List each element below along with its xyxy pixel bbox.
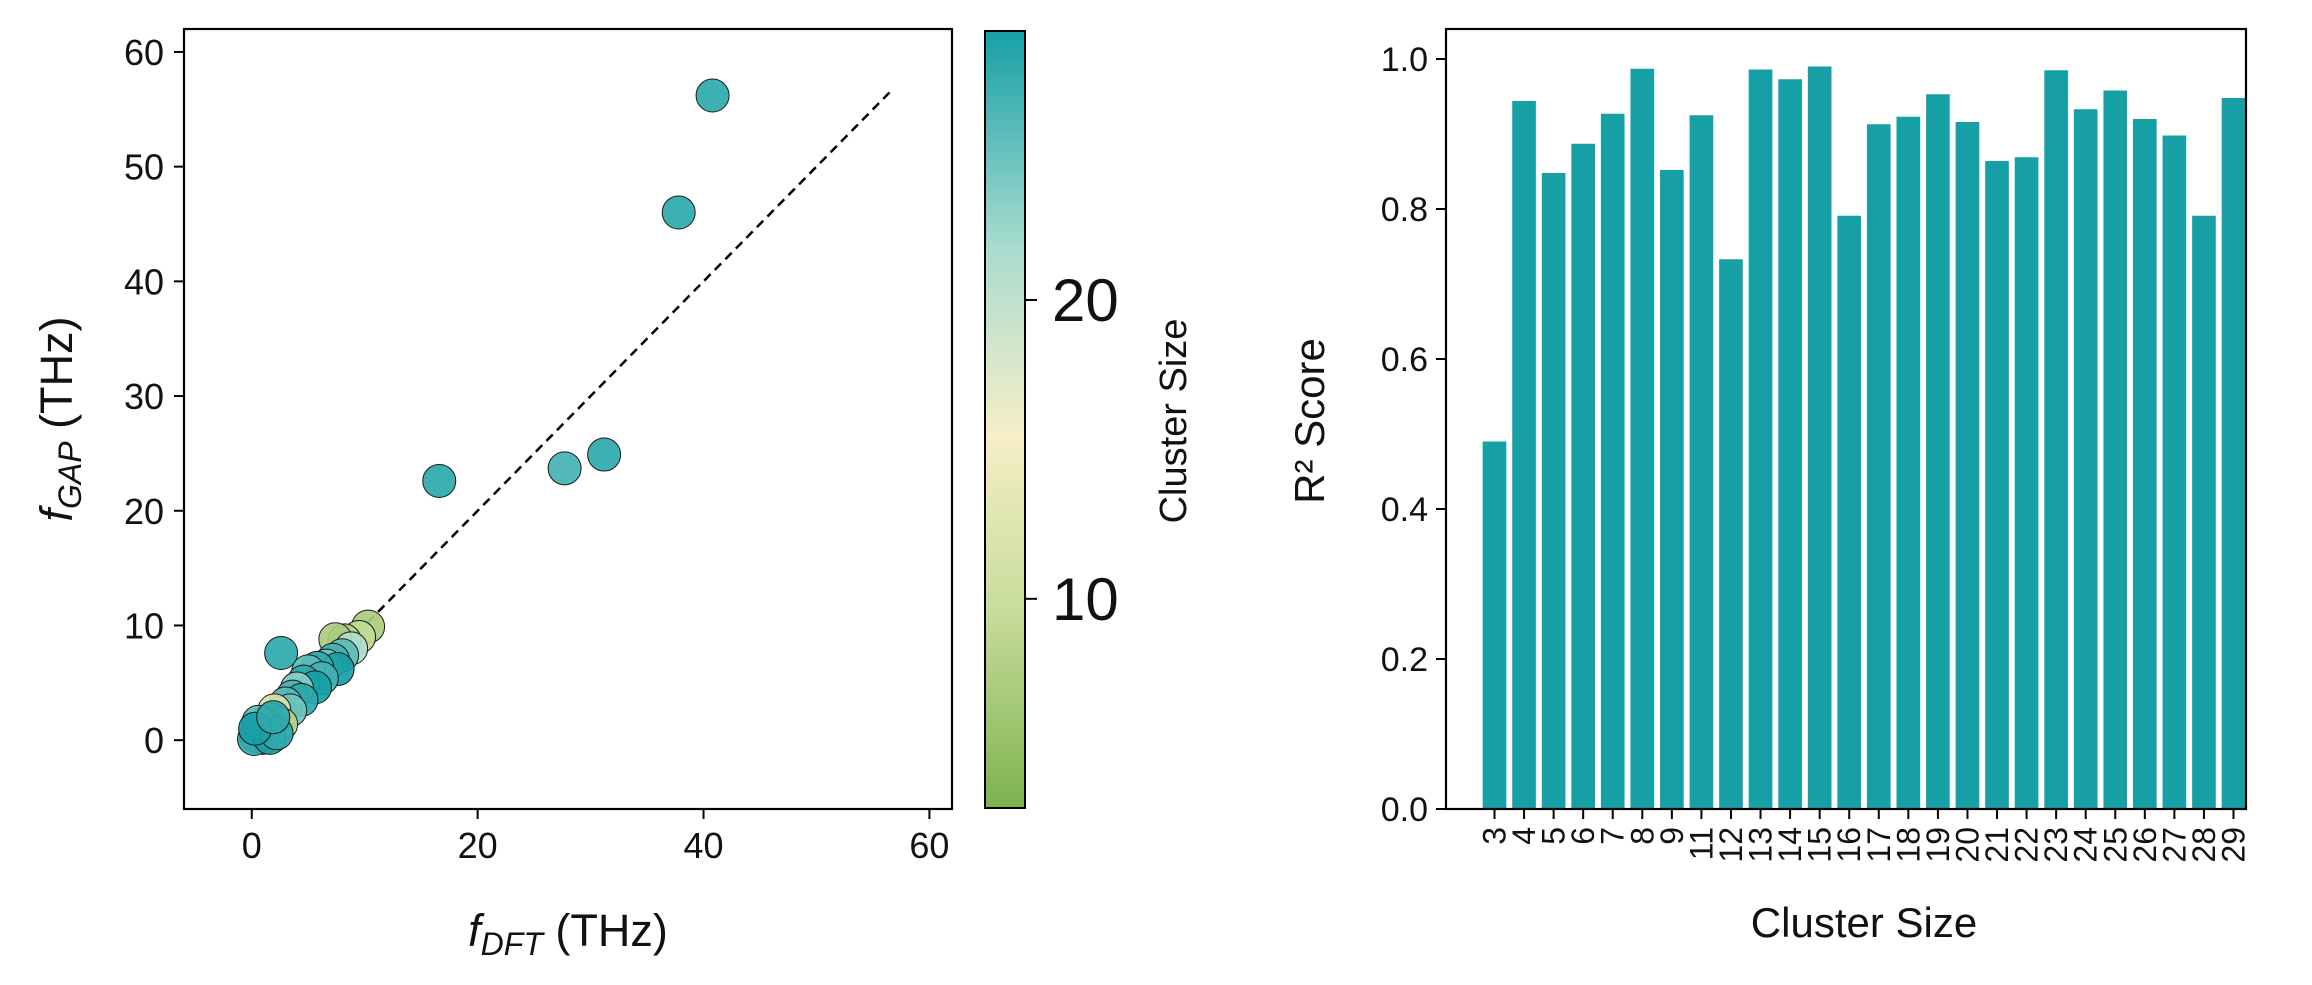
bar-x-tick-label: 8 [1624, 827, 1660, 845]
bar-frame [1444, 27, 2248, 811]
bar-y-tick-label: 0.8 [1381, 191, 1428, 229]
scatter-x-tick-label: 60 [909, 825, 949, 866]
colorbar-tick-label: 20 [1052, 267, 1119, 334]
bar [1778, 79, 1802, 809]
scatter-y-tick-label: 0 [144, 720, 164, 761]
scatter-x-tick-label: 20 [458, 825, 498, 866]
bar [1896, 116, 1921, 809]
bar [1926, 94, 1950, 809]
bar-y-tick-label: 0.2 [1381, 641, 1428, 679]
bar-x-tick-label: 6 [1565, 827, 1601, 845]
scatter-x-tick-label: 0 [242, 825, 262, 866]
scatter-x-label: fDFT (THz) [468, 905, 668, 962]
bar-x-tick-label: 14 [1772, 827, 1808, 863]
bar [2221, 98, 2246, 809]
bar-x-tick-label: 3 [1477, 827, 1513, 845]
bar [1807, 66, 1832, 809]
bar [1748, 69, 1773, 809]
bar-chart: 3456789111213141516171819202122232425262… [1286, 27, 2252, 946]
scatter-plot: 0 20 40 60 0 10 20 30 40 50 60 fDFT (THz) fGAP (TH… [31, 27, 954, 962]
bar [1571, 143, 1596, 809]
bar [1866, 124, 1891, 809]
scatter-y-tick-label: 10 [124, 605, 164, 646]
scatter-point [547, 451, 582, 486]
bar [1689, 115, 1714, 809]
bar [1985, 161, 2009, 809]
scatter-point [422, 463, 457, 498]
scatter-points [237, 78, 730, 757]
bar-x-tick-label: 28 [2186, 827, 2222, 863]
scatter-y-label-sub: GAP [52, 441, 88, 509]
bar-x-tick-label: 20 [1949, 827, 1985, 863]
bar [2192, 215, 2216, 809]
bar [1512, 101, 1536, 809]
bar-x-tick-label: 19 [1920, 827, 1956, 863]
bar-y-tick-label: 1.0 [1381, 41, 1428, 79]
bar [2014, 157, 2039, 809]
bar-ticks: 3456789111213141516171819202122232425262… [1381, 41, 2252, 863]
bar [1482, 441, 1507, 809]
bar-y-label: R² Score [1286, 338, 1333, 504]
bar [2162, 135, 2187, 809]
bar-x-tick-label: 22 [2009, 827, 2045, 863]
colorbar-tick-label: 10 [1052, 566, 1119, 633]
bar-x-tick-label: 12 [1713, 827, 1749, 863]
scatter-y-label: fGAP (THz) [31, 316, 88, 521]
bar-x-tick-label: 11 [1683, 827, 1719, 860]
scatter-ticks: 0 20 40 60 0 10 20 30 40 50 60 [124, 32, 949, 866]
bar-y-tick-label: 0.4 [1381, 491, 1428, 529]
scatter-frame [182, 27, 954, 811]
bar-x-tick-label: 15 [1802, 827, 1838, 863]
bar [2132, 119, 2157, 809]
scatter-y-tick-label: 40 [124, 261, 164, 302]
scatter-x-tick-label: 40 [684, 825, 724, 866]
bar [1955, 122, 1980, 809]
scatter-point [695, 78, 730, 113]
bar-y-tick-label: 0.0 [1381, 791, 1428, 829]
bar [1600, 113, 1625, 809]
scatter-point [661, 195, 696, 230]
colorbar-label: Cluster Size [1153, 319, 1195, 524]
colorbar-ticks: 10 20 [1025, 267, 1119, 633]
bar [1719, 259, 1743, 809]
bar-x-tick-label: 25 [2097, 827, 2133, 863]
bar-x-tick-label: 9 [1654, 827, 1690, 845]
scatter-y-label-unit: (THz) [31, 316, 82, 441]
bar [2044, 70, 2068, 809]
bar-x-tick-label: 13 [1743, 827, 1779, 863]
colorbar-gradient [984, 30, 1026, 809]
bar-y-tick-label: 0.6 [1381, 341, 1428, 379]
bar-x-tick-label: 26 [2127, 827, 2163, 863]
bar [2073, 109, 2098, 809]
scatter-y-tick-label: 60 [124, 32, 164, 73]
scatter-y-tick-label: 50 [124, 147, 164, 188]
scatter-y-tick-label: 20 [124, 491, 164, 532]
bar-x-tick-label: 18 [1890, 827, 1926, 863]
bar-x-tick-label: 21 [1979, 827, 2015, 863]
bar-x-label: Cluster Size [1751, 899, 1977, 946]
bar-x-tick-label: 7 [1595, 827, 1631, 845]
bar [1660, 170, 1684, 809]
bar-x-tick-label: 5 [1536, 827, 1572, 845]
colorbar: 10 20 Cluster Size [984, 30, 1195, 809]
scatter-x-label-unit: (THz) [543, 905, 668, 956]
bars [1482, 66, 2246, 809]
bar-x-tick-label: 23 [2038, 827, 2074, 863]
bar [1630, 68, 1655, 809]
scatter-point [256, 700, 291, 735]
bar [1837, 215, 1862, 809]
scatter-point [264, 636, 299, 670]
scatter-point [587, 437, 622, 472]
bar-x-tick-label: 24 [2068, 827, 2104, 863]
bar-x-tick-label: 27 [2156, 827, 2192, 863]
scatter-y-tick-label: 30 [124, 376, 164, 417]
bar-x-tick-label: 17 [1861, 827, 1897, 863]
bar-x-tick-label: 16 [1831, 827, 1867, 863]
bar [2103, 90, 2128, 809]
bar-x-tick-label: 29 [2216, 827, 2252, 863]
scatter-x-label-sub: DFT [481, 926, 546, 962]
bar-x-tick-label: 4 [1506, 827, 1542, 845]
bar [1541, 173, 1566, 809]
